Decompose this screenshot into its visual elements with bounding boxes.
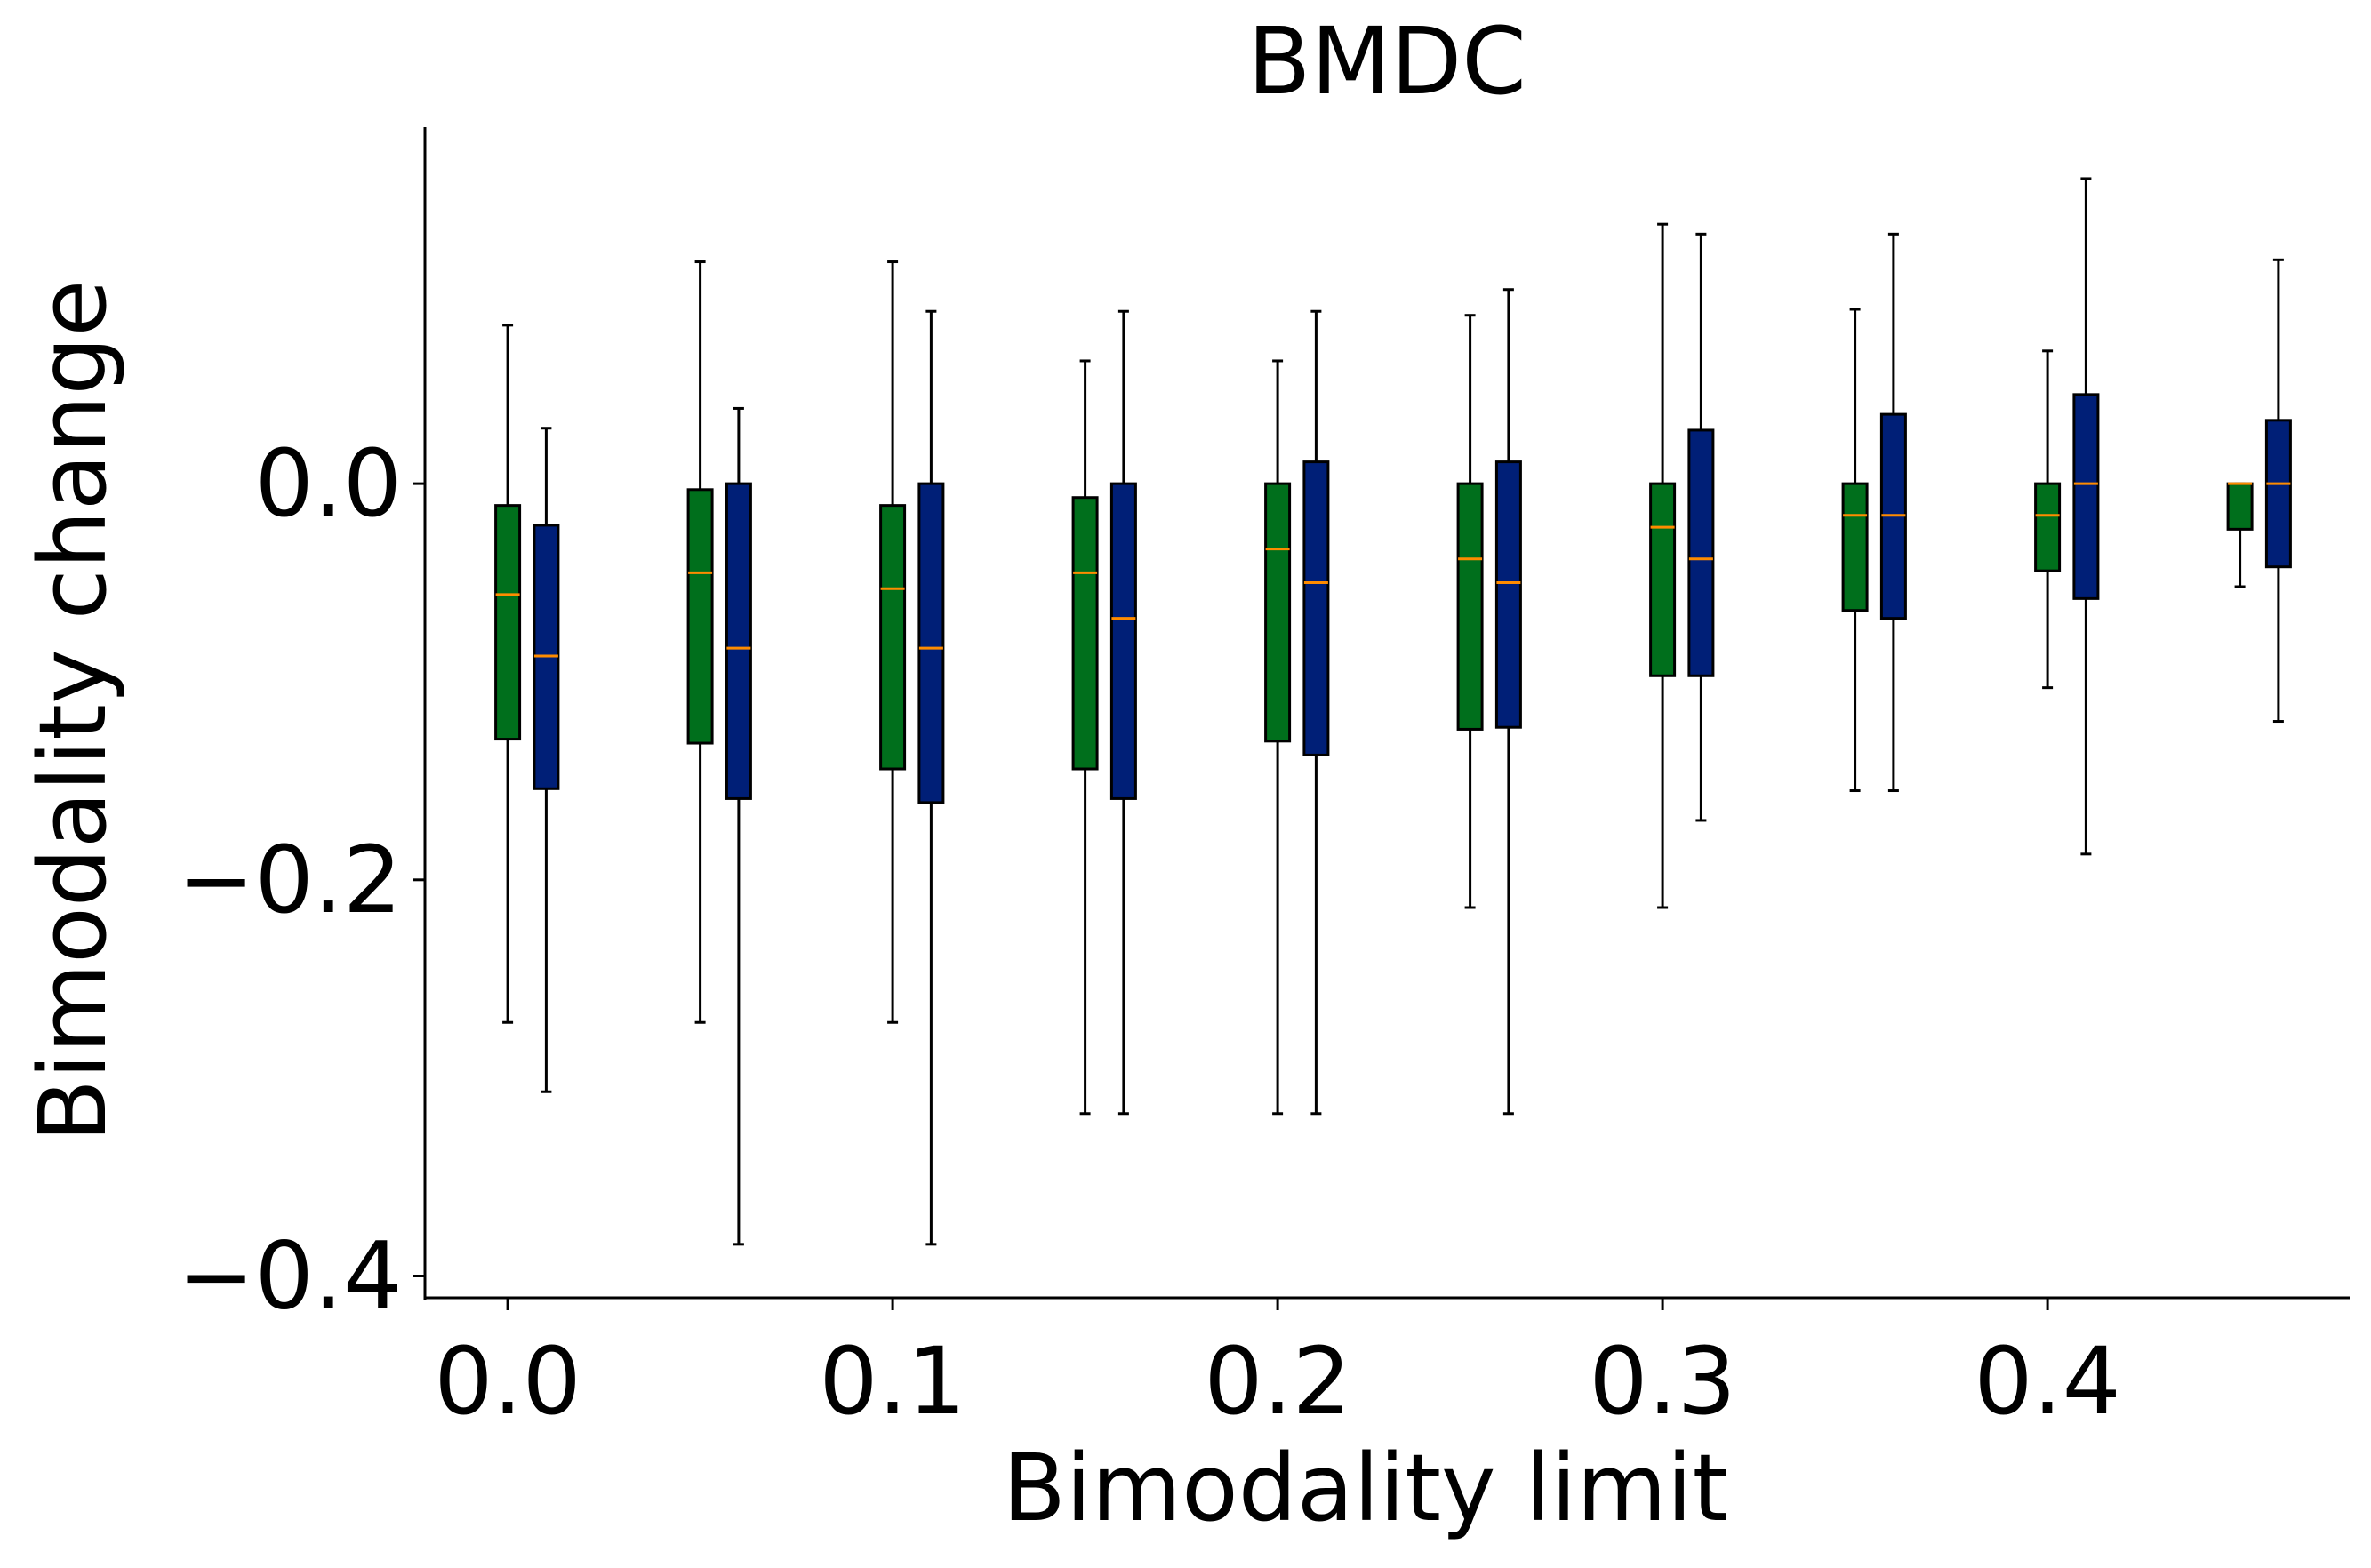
box-body	[494, 504, 522, 741]
x-tick-label: 0.3	[1589, 1327, 1735, 1436]
box-body	[1456, 482, 1484, 731]
y-tick-label: −0.2	[177, 826, 402, 934]
box-body	[2264, 419, 2292, 569]
box-group	[725, 406, 752, 1246]
box-group	[1302, 309, 1330, 1116]
box-body	[1687, 428, 1715, 677]
y-tick-label: −0.4	[177, 1221, 402, 1330]
box-group	[533, 427, 560, 1093]
box-body	[686, 488, 714, 745]
y-tick-label: 0.0	[255, 429, 402, 538]
box-body	[917, 482, 945, 804]
box-group	[917, 309, 945, 1246]
box-group	[1071, 359, 1099, 1116]
box-group	[1879, 232, 1907, 793]
box-body	[1071, 496, 1099, 771]
box-body	[1264, 482, 1292, 743]
x-tick-label: 0.0	[434, 1327, 581, 1436]
box-group	[1841, 308, 1869, 793]
box-group	[2072, 177, 2100, 856]
box-group	[879, 260, 907, 1024]
x-axis-label: Bimodality limit	[1003, 1434, 1729, 1542]
x-axis-ticks: 0.0 0.1 0.2 0.3 0.4	[434, 1298, 2121, 1436]
x-tick-label: 0.1	[819, 1327, 965, 1436]
chart-title: BMDC	[1247, 7, 1526, 116]
y-axis-label: Bimodality change	[19, 280, 127, 1143]
box-body	[1841, 482, 1869, 612]
box-body	[879, 504, 907, 771]
box-group	[686, 260, 714, 1024]
box-body	[2072, 393, 2100, 600]
box-body	[2034, 482, 2062, 572]
box-group	[2264, 258, 2292, 724]
box-body	[1109, 482, 1137, 800]
box-group	[494, 324, 522, 1024]
box-body	[2226, 482, 2254, 531]
box-group	[1456, 314, 1484, 909]
box-plot-area	[494, 177, 2292, 1246]
box-body	[725, 482, 752, 800]
box-group	[1494, 288, 1522, 1116]
box-group	[2034, 349, 2062, 690]
x-tick-label: 0.2	[1204, 1327, 1350, 1436]
box-body	[1649, 482, 1677, 677]
y-axis-ticks: 0.0 −0.2 −0.4	[177, 429, 425, 1330]
box-group	[2226, 482, 2254, 588]
x-tick-label: 0.4	[1974, 1327, 2120, 1436]
box-body	[1302, 460, 1330, 756]
box-body	[1494, 460, 1522, 729]
box-group	[1687, 232, 1715, 822]
box-group	[1264, 359, 1292, 1116]
box-group	[1649, 222, 1677, 909]
box-group	[1109, 309, 1137, 1116]
